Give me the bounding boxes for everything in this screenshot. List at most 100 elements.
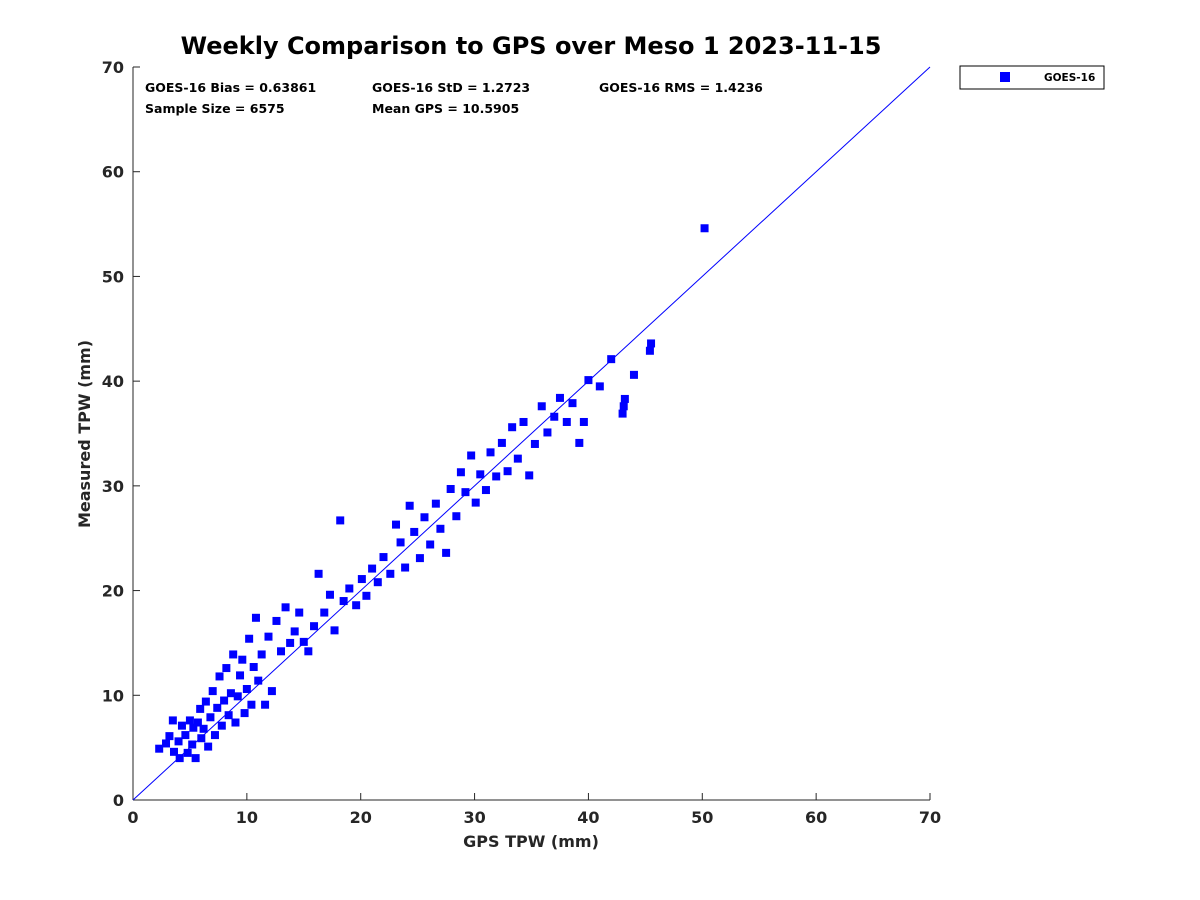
data-point [247,700,256,709]
data-point [191,754,200,763]
data-point [476,470,485,479]
x-tick-label: 0 [127,808,138,827]
data-point [575,438,584,447]
data-point [446,484,455,493]
data-point [272,616,281,625]
data-point [537,402,546,411]
one-to-one-line [132,66,931,801]
data-point [196,704,205,713]
data-point [352,601,361,610]
data-point [254,676,263,685]
scatter-points [155,224,709,763]
data-point [584,376,593,385]
data-point [175,754,184,763]
data-point [155,744,164,753]
stat-bias: GOES-16 Bias = 0.63861 [145,80,316,95]
data-point [619,402,628,411]
data-point [295,608,304,617]
data-point [206,713,215,722]
data-point [373,578,382,587]
data-point [299,637,308,646]
data-point [290,627,299,636]
data-point [555,393,564,402]
data-point [188,740,197,749]
y-tick-label: 40 [102,372,124,391]
x-tick-label: 10 [236,808,258,827]
data-point [336,516,345,525]
legend-box [959,65,1105,90]
data-point [215,672,224,681]
data-point [426,540,435,549]
data-point [238,655,247,664]
data-point [401,563,410,572]
data-point [222,664,231,673]
y-tick-label: 30 [102,477,124,496]
data-point [618,409,627,418]
data-point [392,520,401,529]
data-point [579,417,588,426]
data-point [513,454,522,463]
y-axis-label: Measured TPW (mm) [75,340,94,528]
data-point [181,731,190,740]
data-point [452,512,461,521]
data-point [405,501,414,510]
data-point [242,685,251,694]
data-point [251,613,260,622]
data-point [543,428,552,437]
data-point [197,734,206,743]
x-tick-label: 40 [577,808,599,827]
data-point [357,575,366,584]
data-point [193,718,202,727]
data-point [436,524,445,533]
x-tick-label: 30 [463,808,485,827]
data-point [442,548,451,557]
y-tick-label: 10 [102,686,124,705]
data-point [233,692,242,701]
data-point [508,423,517,432]
stat-std: GOES-16 StD = 1.2723 [372,80,530,95]
data-point [339,597,348,606]
data-point [185,716,194,725]
data-point [497,438,506,447]
data-point [261,700,270,709]
y-tick-label: 20 [102,582,124,601]
data-point [471,498,480,507]
data-point [629,370,638,379]
y-axis-ticks: 0 10 20 30 40 50 60 70 [102,58,140,810]
data-point [607,355,616,364]
data-point [700,224,709,233]
data-point [213,703,222,712]
plot-area: 0 10 20 30 40 50 60 70 0 10 20 30 40 50 60 70 [102,58,941,827]
data-point [550,412,559,421]
legend: GOES-16 [959,65,1105,90]
data-point [277,647,286,656]
data-point [210,731,219,740]
data-point [562,417,571,426]
data-point [386,569,395,578]
x-axis-label: GPS TPW (mm) [463,832,599,851]
data-point [325,590,334,599]
data-point [481,486,490,495]
data-point [461,488,470,497]
data-point [189,723,198,732]
data-point [236,671,245,680]
data-point [240,709,249,718]
stat-mean-gps: Mean GPS = 10.5905 [372,101,519,116]
data-point [229,650,238,659]
data-point [199,724,208,733]
data-point [169,747,178,756]
x-tick-label: 70 [919,808,941,827]
data-point [379,553,388,562]
data-point [174,737,183,746]
data-point [345,584,354,593]
data-point [249,663,258,672]
data-point [304,647,313,656]
data-point [177,721,186,730]
data-point [224,711,233,720]
data-point [568,399,577,408]
data-point [217,721,226,730]
data-point [415,554,424,563]
data-point [492,472,501,481]
data-point [595,382,604,391]
